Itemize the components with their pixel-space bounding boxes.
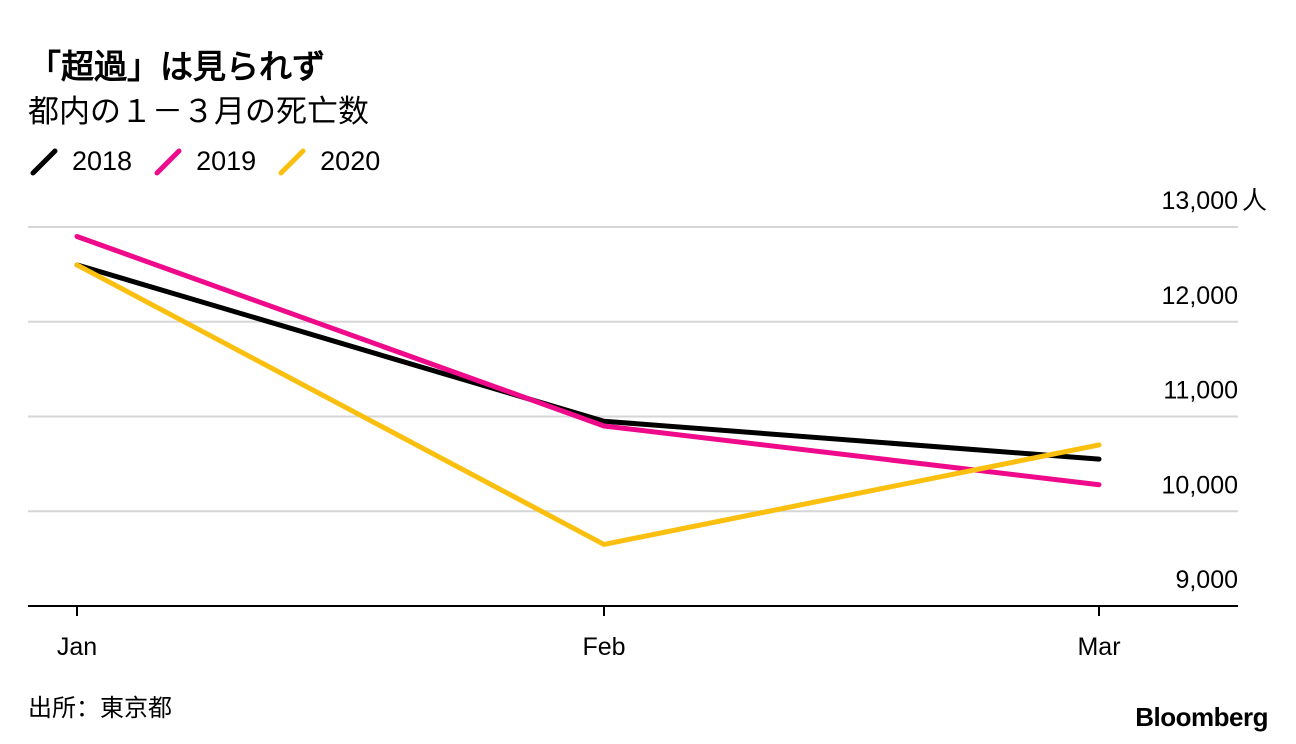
source-note: 出所：東京都 <box>28 694 172 722</box>
y-tick-label: 13,000 <box>1162 187 1238 215</box>
y-tick-label: 11,000 <box>1163 377 1238 405</box>
series-line-2018 <box>74 262 1102 462</box>
y-unit-label: 人 <box>1242 186 1267 215</box>
legend-swatch-mark <box>30 148 58 175</box>
y-tick-label: 12,000 <box>1162 282 1238 310</box>
legend-label: 2019 <box>196 146 257 176</box>
x-tick-label: Jan <box>57 633 97 661</box>
y-tick-label: 10,000 <box>1162 471 1238 499</box>
legend-item-2019: 2019 <box>154 146 256 177</box>
chart-title: 「超過」は見られず <box>28 47 325 86</box>
legend-item-2020: 2020 <box>278 146 380 177</box>
legend-swatch-mark <box>154 148 182 175</box>
legend-label: 2018 <box>72 146 133 176</box>
legend-label: 2020 <box>320 146 381 176</box>
chart-subtitle: 都内の１－３月の死亡数 <box>28 94 369 130</box>
y-tick-label: 9,000 <box>1175 566 1238 594</box>
series-line-2020 <box>74 262 1102 547</box>
legend-item-2018: 2018 <box>30 146 132 177</box>
series-line-2019 <box>74 233 1102 488</box>
legend: 2018 2019 2020 <box>30 146 402 177</box>
x-tick-label: Feb <box>582 633 625 661</box>
legend-swatch-mark <box>278 148 306 175</box>
brand-logo: Bloomberg <box>1135 702 1268 732</box>
legend-swatch-icon <box>154 148 182 175</box>
x-tick-label: Mar <box>1077 633 1120 661</box>
legend-swatch-icon <box>30 148 58 175</box>
legend-swatch-icon <box>278 148 306 175</box>
